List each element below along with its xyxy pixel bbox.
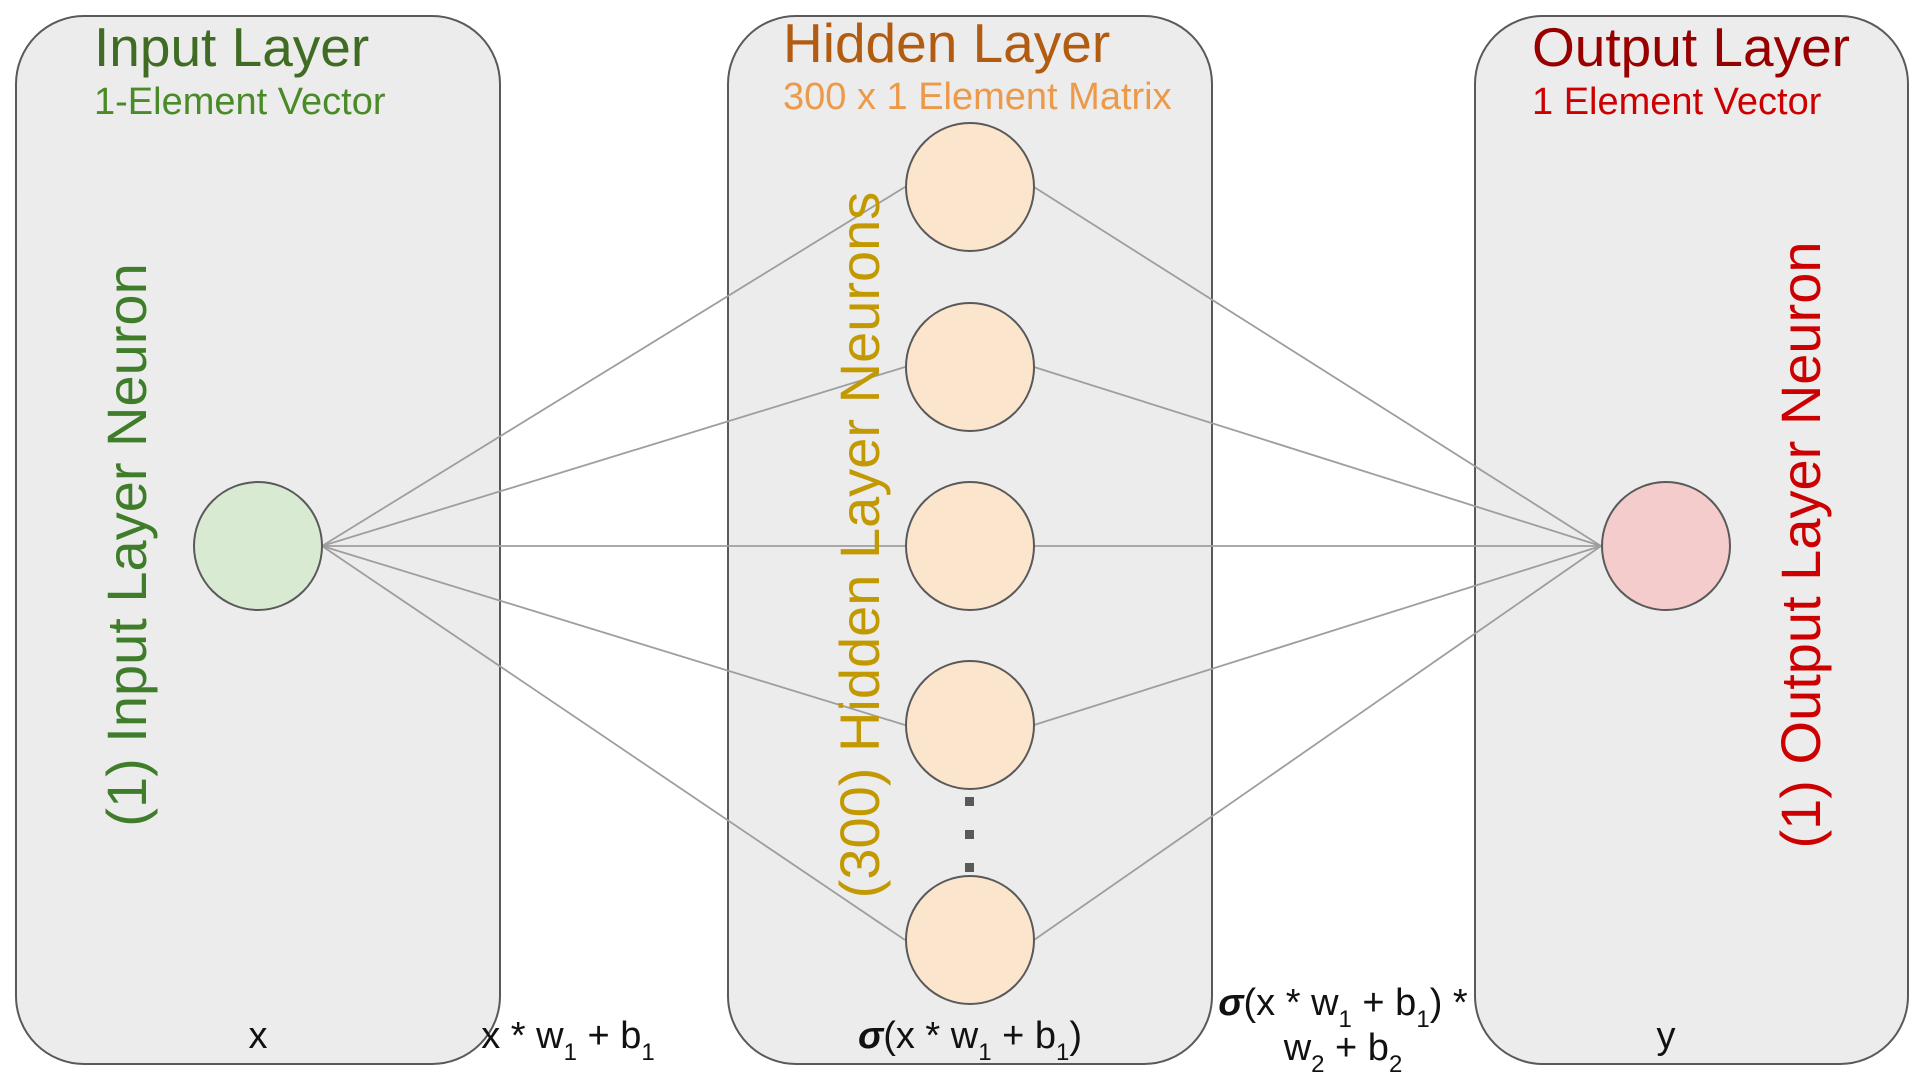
input-layer-title: Input Layer	[94, 16, 369, 78]
edge-hidden-output-2	[1033, 366, 1602, 547]
ellipsis-dot-1	[965, 797, 974, 806]
ellipsis-dot-2	[965, 830, 974, 839]
input-hidden-formula: x * w1 + b1	[481, 1015, 655, 1066]
hidden-neuron-4	[905, 660, 1035, 790]
connections	[321, 186, 1602, 941]
output-layer-subtitle: 1 Element Vector	[1532, 81, 1822, 123]
edge-input-hidden-4	[321, 545, 906, 726]
hidden-neuron-label: (300) Hidden Layer Neurons	[828, 192, 891, 899]
edge-input-hidden-1	[321, 186, 906, 547]
hidden-neuron-1	[905, 122, 1035, 252]
input-neuron	[193, 481, 323, 611]
hidden-output-formula-line1: σ(x * w1 + b1) *	[1218, 982, 1468, 1033]
edge-input-hidden-2	[321, 366, 906, 547]
edge-hidden-output-4	[1033, 545, 1602, 726]
ellipsis-dot-3	[965, 863, 974, 872]
hidden-layer-subtitle: 300 x 1 Element Matrix	[783, 76, 1172, 118]
ellipsis-dots	[965, 797, 974, 872]
input-layer-subtitle: 1-Element Vector	[94, 81, 386, 123]
output-neuron	[1601, 481, 1731, 611]
hidden-neuron-2	[905, 302, 1035, 432]
hidden-neuron-3	[905, 481, 1035, 611]
hidden-neuron-5	[905, 875, 1035, 1005]
hidden-activation-formula: σ(x * w1 + b1)	[858, 1015, 1082, 1066]
output-neuron-label: (1) Output Layer Neuron	[1769, 242, 1832, 849]
input-node-variable: x	[249, 1015, 268, 1057]
edge-hidden-output-5	[1033, 545, 1602, 941]
hidden-layer-title: Hidden Layer	[783, 12, 1110, 74]
output-node-variable: y	[1657, 1015, 1676, 1057]
input-neuron-label: (1) Input Layer Neuron	[95, 263, 158, 826]
hidden-output-formula-line2: w2 + b2	[1283, 1027, 1403, 1078]
edge-hidden-output-1	[1033, 186, 1602, 547]
edge-input-hidden-5	[321, 545, 906, 941]
output-layer-title: Output Layer	[1532, 16, 1850, 78]
